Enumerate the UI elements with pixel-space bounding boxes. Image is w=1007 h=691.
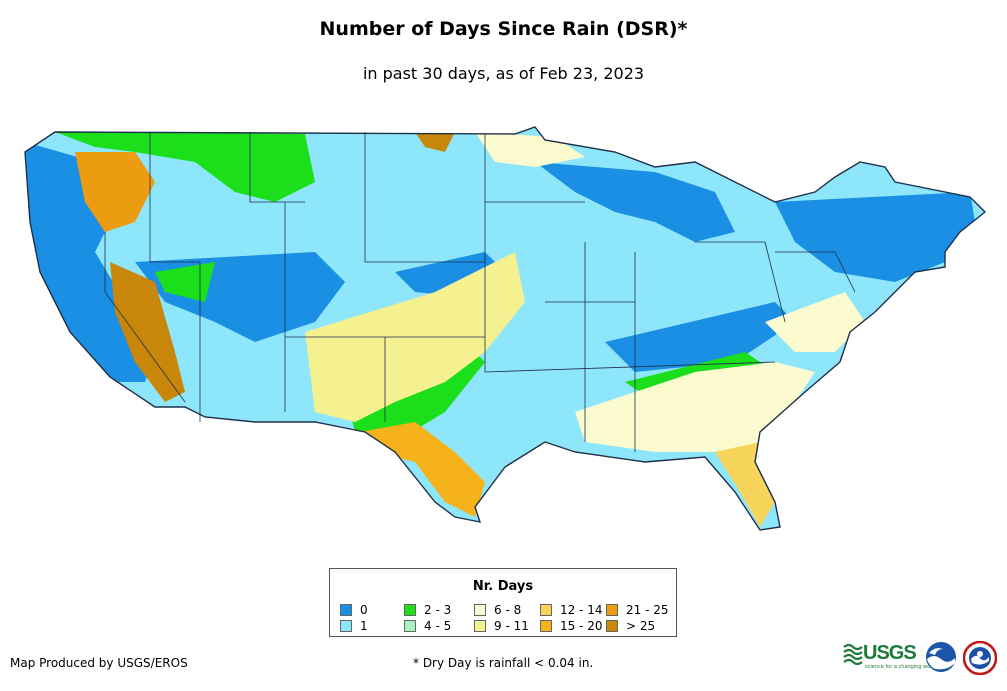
legend-item-0: 0 bbox=[340, 603, 368, 617]
map-credit: Map Produced by USGS/EROS bbox=[10, 656, 188, 670]
dsr-map bbox=[24, 126, 987, 531]
legend-label-4: 6 - 8 bbox=[494, 603, 522, 617]
legend-swatch-8 bbox=[606, 604, 618, 616]
legend-item-2: 2 - 3 bbox=[404, 603, 451, 617]
legend-label-3: 4 - 5 bbox=[424, 619, 452, 633]
legend-swatch-3 bbox=[404, 620, 416, 632]
legend-label-1: 1 bbox=[360, 619, 368, 633]
legend-label-6: 12 - 14 bbox=[560, 603, 603, 617]
legend-label-9: > 25 bbox=[626, 619, 656, 633]
zone-0-ohio-valley bbox=[605, 302, 795, 372]
zone-0-northeast bbox=[775, 192, 975, 282]
usgs-logo: USGS science for a changing world bbox=[843, 642, 937, 670]
zone-6-8-mid-atlantic bbox=[765, 292, 865, 352]
legend-item-7: 15 - 20 bbox=[540, 619, 603, 633]
legend-item-1: 1 bbox=[340, 619, 368, 633]
legend-label-5: 9 - 11 bbox=[494, 619, 529, 633]
legend-item-4: 6 - 8 bbox=[474, 603, 521, 617]
legend-swatch-0 bbox=[340, 604, 352, 616]
legend-item-3: 4 - 5 bbox=[404, 619, 451, 633]
legend-swatch-5 bbox=[474, 620, 486, 632]
legend-label-0: 0 bbox=[360, 603, 368, 617]
legend-swatch-2 bbox=[404, 604, 416, 616]
legend: Nr. Days 0 1 2 - 3 4 - 5 6 - 8 9 - 11 12… bbox=[329, 568, 677, 637]
legend-item-9: > 25 bbox=[606, 619, 655, 633]
legend-title: Nr. Days bbox=[472, 579, 534, 594]
state-boundaries bbox=[104, 132, 856, 452]
zone-over-25-north-dakota bbox=[415, 132, 455, 152]
map-title: Number of Days Since Rain (DSR)* bbox=[319, 18, 688, 40]
legend-swatch-7 bbox=[540, 620, 552, 632]
usgs-tagline: science for a changing world bbox=[865, 664, 937, 670]
legend-label-8: 21 - 25 bbox=[626, 603, 669, 617]
legend-swatch-6 bbox=[540, 604, 552, 616]
legend-item-5: 9 - 11 bbox=[474, 619, 529, 633]
zone-15-20-south-texas bbox=[360, 422, 485, 517]
us-outline bbox=[24, 126, 987, 531]
legend-swatch-9 bbox=[606, 620, 618, 632]
usgs-wordmark: USGS bbox=[863, 642, 917, 664]
dry-day-footnote: * Dry Day is rainfall < 0.04 in. bbox=[413, 656, 594, 670]
zone-21-25-oregon bbox=[75, 152, 155, 232]
legend-swatch-1 bbox=[340, 620, 352, 632]
legend-swatch-4 bbox=[474, 604, 486, 616]
legend-item-6: 12 - 14 bbox=[540, 603, 603, 617]
legend-label-2: 2 - 3 bbox=[424, 603, 452, 617]
noaa-logo-icon bbox=[926, 642, 956, 672]
legend-label-7: 15 - 20 bbox=[560, 619, 603, 633]
map-subtitle: in past 30 days, as of Feb 23, 2023 bbox=[362, 64, 645, 83]
zone-0-great-lakes bbox=[535, 162, 735, 242]
zone-over-25-nevada-california bbox=[110, 262, 185, 402]
usgs-wave-icon bbox=[843, 643, 863, 665]
nws-logo-icon bbox=[963, 641, 997, 675]
legend-item-8: 21 - 25 bbox=[606, 603, 669, 617]
